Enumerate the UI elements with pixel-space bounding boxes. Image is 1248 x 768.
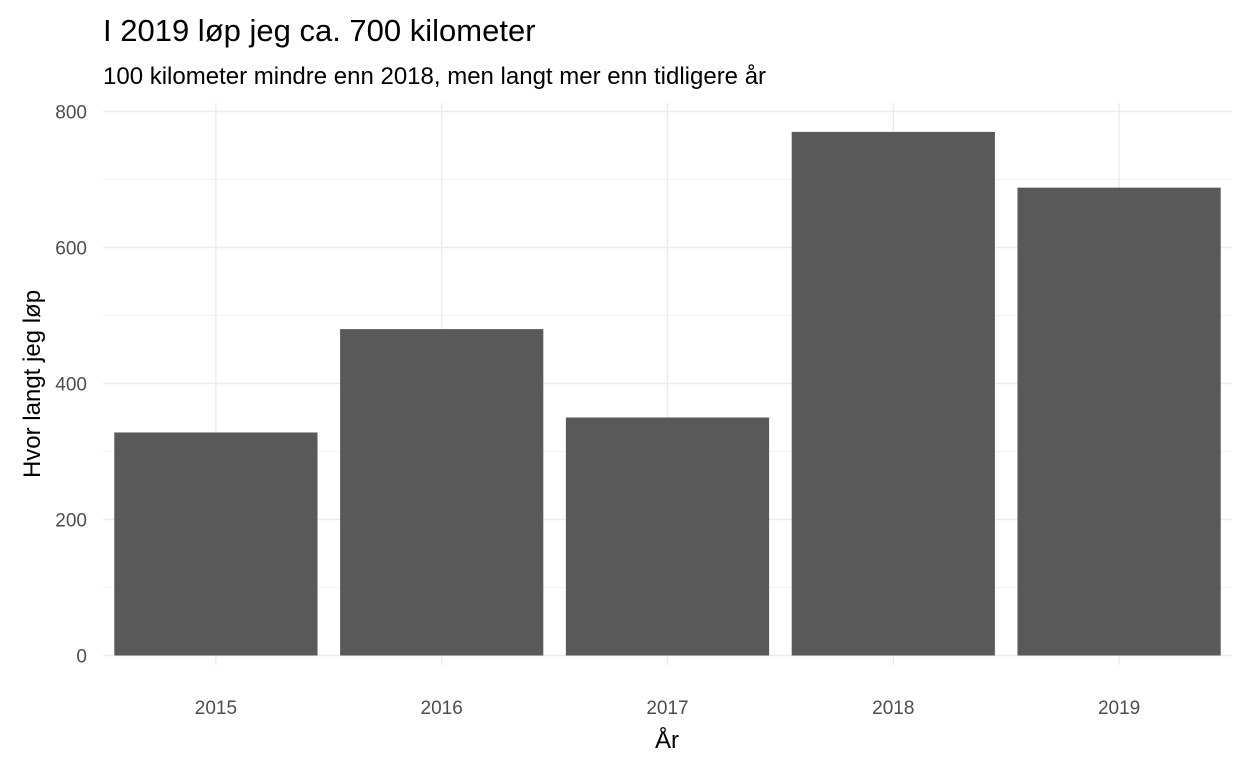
bar-2019 (1017, 187, 1221, 656)
y-tick-label-400: 400 (55, 375, 87, 396)
y-tick-label-200: 200 (55, 511, 87, 532)
y-tick-label-600: 600 (55, 239, 87, 260)
y-axis-ticks: 0 200 400 600 800 (55, 103, 87, 668)
x-tick-label-2017: 2017 (646, 698, 688, 719)
bars (114, 131, 1221, 656)
x-tick-label-2018: 2018 (872, 698, 914, 719)
y-axis-title: Hvor langt jeg løp (19, 290, 46, 478)
y-tick-label-800: 800 (55, 103, 87, 124)
x-axis-title: År (655, 726, 679, 754)
bar-2015 (114, 432, 318, 656)
y-tick-label-0: 0 (76, 647, 87, 668)
x-tick-label-2019: 2019 (1098, 698, 1140, 719)
chart-title: I 2019 løp jeg ca. 700 kilometer (103, 13, 536, 48)
bar-2017 (565, 417, 770, 656)
x-tick-label-2015: 2015 (195, 698, 237, 719)
x-tick-label-2016: 2016 (421, 698, 463, 719)
x-axis-ticks: 2015 2016 2017 2018 2019 (195, 698, 1140, 719)
bar-2018 (791, 131, 995, 656)
bar-2016 (340, 329, 544, 656)
chart-subtitle: 100 kilometer mindre enn 2018, men langt… (103, 63, 766, 90)
